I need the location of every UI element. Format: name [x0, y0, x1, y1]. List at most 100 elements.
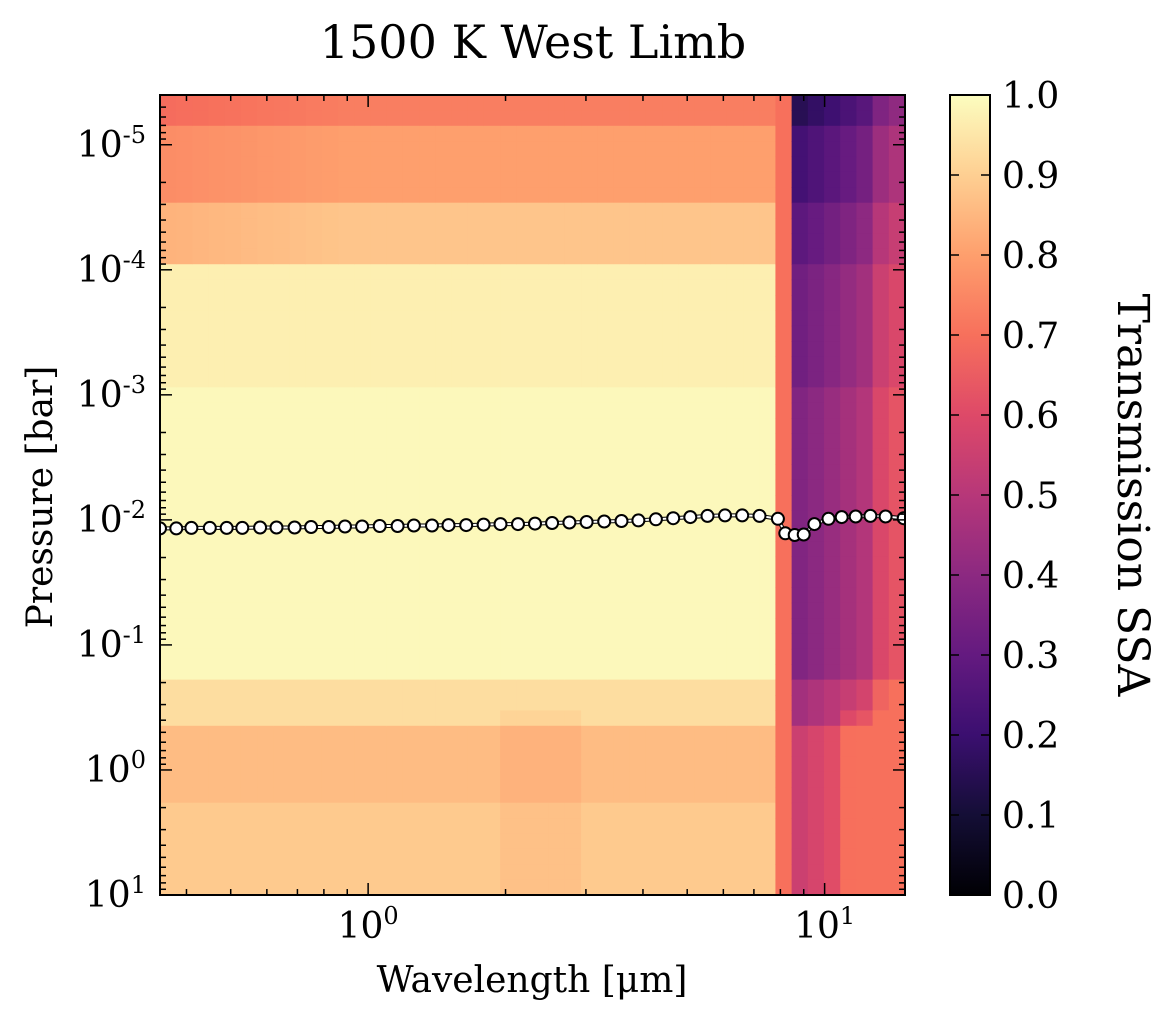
- heatmap-cell: [289, 541, 307, 558]
- heatmap-cell: [613, 156, 631, 173]
- heatmap-cell: [240, 295, 258, 311]
- heatmap-cell: [710, 264, 728, 281]
- heatmap-cell: [840, 479, 858, 496]
- heatmap-cell: [775, 95, 793, 111]
- heatmap-cell: [888, 802, 905, 819]
- heatmap-cell: [791, 679, 809, 696]
- heatmap-cell: [483, 110, 501, 127]
- heatmap-cell: [192, 679, 210, 696]
- heatmap-cell: [840, 356, 858, 373]
- heatmap-cell: [273, 556, 291, 573]
- heatmap-cell: [613, 725, 631, 742]
- heatmap-cell: [370, 879, 388, 895]
- heatmap-cell: [500, 679, 517, 696]
- heatmap-cell: [678, 341, 696, 358]
- heatmap-cell: [176, 264, 193, 281]
- heatmap-cell: [759, 479, 777, 496]
- heatmap-cell: [402, 479, 420, 496]
- heatmap-cell: [726, 310, 744, 327]
- heatmap-cell: [775, 710, 793, 727]
- heatmap-cell: [597, 356, 615, 373]
- heatmap-cell: [321, 341, 339, 358]
- heatmap-cell: [176, 679, 193, 696]
- heatmap-cell: [532, 695, 550, 711]
- heatmap-cell: [500, 448, 517, 465]
- heatmap-cell: [548, 418, 566, 435]
- heatmap-cell: [402, 495, 420, 511]
- heatmap-cell: [386, 325, 404, 342]
- heatmap-cell: [224, 187, 242, 204]
- heatmap-cell: [564, 402, 582, 419]
- heatmap-cell: [273, 602, 291, 619]
- heatmap-cell: [581, 571, 598, 588]
- heatmap-cell: [791, 418, 809, 435]
- heatmap-cell: [467, 310, 485, 327]
- heatmap-cell: [240, 695, 258, 711]
- heatmap-cell: [208, 587, 226, 604]
- heatmap-cell: [564, 833, 582, 850]
- heatmap-cell: [402, 218, 420, 235]
- heatmap-cell: [516, 264, 534, 281]
- heatmap-cell: [532, 725, 550, 742]
- heatmap-cell: [662, 864, 679, 881]
- heatmap-cell: [208, 110, 226, 127]
- heatmap-cell: [726, 602, 744, 619]
- heatmap-cell: [678, 402, 696, 419]
- heatmap-cell: [613, 187, 631, 204]
- heatmap-cell: [483, 356, 501, 373]
- heatmap-cell: [597, 171, 615, 188]
- heatmap-cell: [581, 310, 598, 327]
- heatmap-cell: [338, 664, 355, 681]
- heatmap-cell: [548, 664, 566, 681]
- heatmap-cell: [516, 679, 534, 696]
- heatmap-cell: [840, 833, 858, 850]
- heatmap-cell: [257, 356, 274, 373]
- heatmap-cell: [483, 233, 501, 250]
- heatmap-cell: [467, 464, 485, 481]
- heatmap-cell: [726, 202, 744, 219]
- series-point: [683, 510, 698, 525]
- heatmap-cell: [370, 356, 388, 373]
- heatmap-cell: [888, 325, 905, 342]
- heatmap-cell: [257, 264, 274, 281]
- series-point: [770, 511, 785, 526]
- heatmap-cell: [224, 95, 242, 111]
- heatmap-cell: [289, 571, 307, 588]
- heatmap-cell: [710, 387, 728, 404]
- heatmap-cell: [370, 202, 388, 219]
- heatmap-cell: [791, 802, 809, 819]
- heatmap-cell: [856, 771, 874, 788]
- heatmap-cell: [289, 387, 307, 404]
- heatmap-cell: [645, 248, 663, 265]
- heatmap-cell: [338, 848, 355, 865]
- heatmap-cell: [500, 295, 517, 311]
- heatmap-cell: [694, 695, 712, 711]
- heatmap-cell: [192, 725, 210, 742]
- heatmap-cell: [208, 633, 226, 650]
- heatmap-cell: [500, 787, 517, 804]
- heatmap-cell: [888, 833, 905, 850]
- heatmap-cell: [662, 802, 679, 819]
- heatmap-cell: [483, 141, 501, 158]
- heatmap-cell: [759, 495, 777, 511]
- heatmap-cell: [743, 541, 760, 558]
- heatmap-cell: [192, 264, 210, 281]
- heatmap-cell: [451, 248, 469, 265]
- heatmap-cell: [840, 818, 858, 835]
- heatmap-cell: [888, 464, 905, 481]
- heatmap-cell: [743, 602, 760, 619]
- heatmap-cell: [160, 879, 177, 895]
- heatmap-cell: [613, 525, 631, 542]
- heatmap-cell: [856, 141, 874, 158]
- heatmap-cell: [516, 571, 534, 588]
- heatmap-cell: [435, 187, 453, 204]
- heatmap-cell: [872, 218, 890, 235]
- heatmap-cell: [791, 187, 809, 204]
- heatmap-cell: [872, 448, 890, 465]
- heatmap-cell: [645, 295, 663, 311]
- heatmap-cell: [257, 418, 274, 435]
- heatmap-cell: [888, 633, 905, 650]
- heatmap-cell: [338, 233, 355, 250]
- heatmap-cell: [273, 264, 291, 281]
- heatmap-cell: [807, 541, 825, 558]
